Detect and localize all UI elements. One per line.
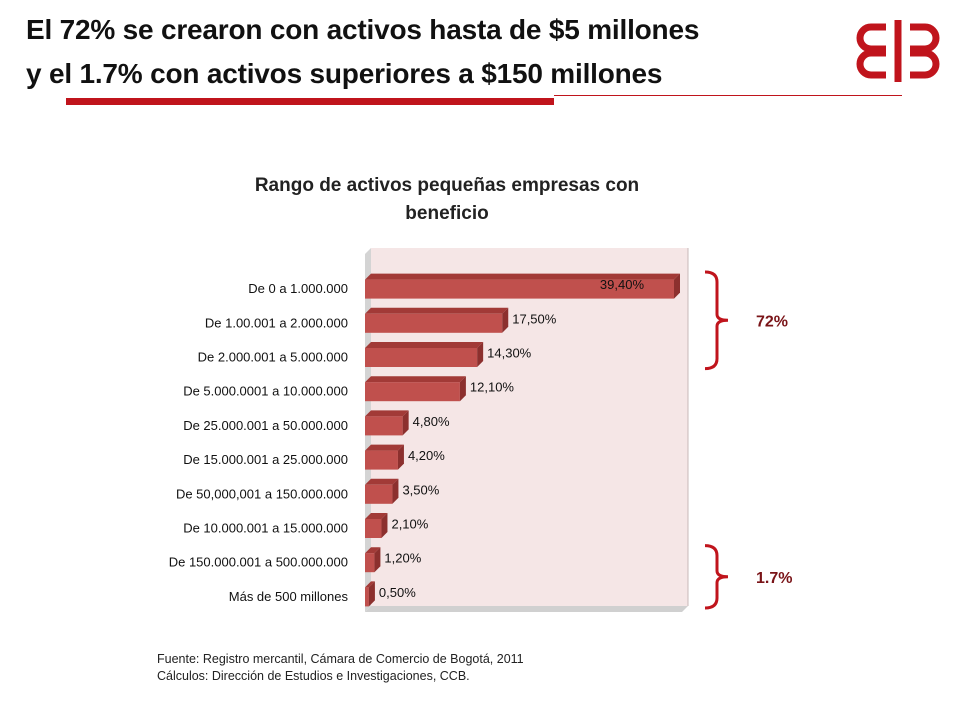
data-label: 2,10% (391, 517, 428, 532)
chart-title-line2: beneficio (405, 203, 489, 224)
bar-end-face (397, 444, 404, 470)
brace-icon (704, 270, 729, 371)
bar-end-face (374, 547, 381, 573)
slide-title-line2: y el 1.7% con activos superiores a $150 … (26, 58, 663, 89)
data-label: 1,20% (384, 551, 421, 566)
bar-end-face (459, 376, 466, 402)
bar (365, 519, 382, 538)
bar-top-face (365, 581, 375, 588)
bar-end-face (392, 478, 399, 504)
category-label: De 5.000.0001 a 10.000.000 (183, 384, 348, 399)
title-underline-bar (66, 98, 554, 105)
title-underline-rule (554, 95, 902, 96)
category-label: De 25.000.001 a 50.000.000 (183, 418, 348, 433)
bar-top-face (365, 547, 381, 554)
bar-end-face (674, 273, 680, 299)
category-label: De 10.000.001 a 15.000.000 (183, 521, 348, 536)
calculation-line: Cálculos: Dirección de Estudios e Invest… (157, 669, 470, 683)
bar-end-face (402, 410, 409, 436)
bar-top-face (365, 410, 409, 417)
bar-end-face (477, 342, 484, 367)
bar-top-face (365, 307, 509, 314)
bar (365, 279, 674, 299)
bar (365, 450, 398, 470)
bar (365, 416, 403, 436)
category-label: De 150.000.001 a 500.000.000 (169, 555, 348, 570)
bar-top-face (365, 273, 680, 280)
source-line: Fuente: Registro mercantil, Cámara de Co… (157, 652, 524, 666)
data-label: 39,40% (600, 277, 645, 292)
slide-title-line1: El 72% se crearon con activos hasta de $… (26, 14, 700, 45)
data-label: 4,20% (408, 448, 445, 463)
bar (365, 553, 375, 573)
plot-floor (365, 606, 688, 612)
category-label: De 15.000.001 a 25.000.000 (183, 452, 348, 467)
bar-end-face (502, 307, 509, 333)
data-label: 14,30% (487, 346, 532, 361)
bar (365, 587, 369, 607)
brace-icon (704, 544, 729, 610)
data-label: 3,50% (402, 482, 439, 497)
category-label: Más de 500 millones (229, 589, 349, 604)
source-note: Fuente: Registro mercantil, Cámara de Co… (157, 651, 524, 685)
chart-title: Rango de activos pequeñas empresas con b… (230, 172, 664, 228)
data-label: 4,80% (413, 414, 450, 429)
category-label: De 1.00.001 a 2.000.000 (205, 315, 348, 330)
ccb-logo-icon (856, 20, 940, 82)
data-label: 12,10% (470, 380, 515, 395)
bar-top-face (365, 444, 404, 451)
category-label: De 2.000.001 a 5.000.000 (198, 350, 348, 365)
plot-back-wall (371, 248, 688, 606)
bar (365, 313, 503, 333)
data-label: 0,50% (379, 585, 416, 600)
bar (365, 484, 393, 504)
bar-top-face (365, 513, 388, 519)
bar-end-face (381, 513, 388, 538)
bar (365, 382, 460, 402)
bracket-label: 72% (756, 313, 788, 330)
category-label: De 0 a 1.000.000 (248, 281, 348, 296)
bracket-label: 1.7% (756, 570, 792, 587)
bar-top-face (365, 342, 484, 348)
data-label: 17,50% (512, 311, 557, 326)
slide-title: El 72% se crearon con activos hasta de $… (26, 8, 826, 96)
chart-title-line1: Rango de activos pequeñas empresas con (254, 175, 640, 196)
bar (365, 348, 478, 367)
bar-top-face (365, 478, 399, 485)
bar-end-face (368, 581, 375, 607)
bar-top-face (365, 376, 466, 383)
category-label: De 50,000,001 a 150.000.000 (176, 486, 348, 501)
